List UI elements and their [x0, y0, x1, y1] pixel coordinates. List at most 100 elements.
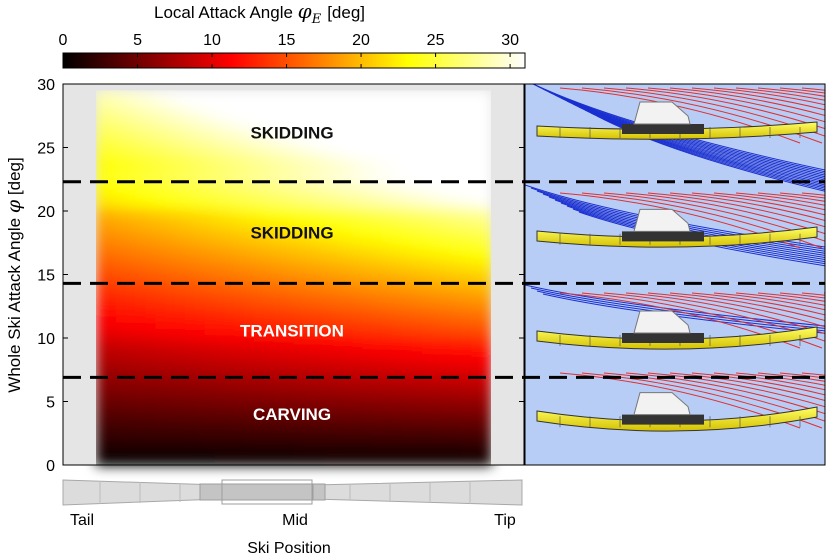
- heatmap-cell: [254, 377, 265, 385]
- heatmap-cell: [96, 233, 107, 242]
- heatmap-cell: [115, 202, 127, 210]
- heatmap-cell: [313, 208, 324, 217]
- heatmap-cell: [323, 252, 334, 260]
- heatmap-cell: [293, 421, 305, 429]
- heatmap-cell: [214, 452, 226, 460]
- heatmap-cell: [96, 121, 107, 129]
- heatmap-cell: [125, 346, 137, 354]
- heatmap-cell: [352, 308, 364, 316]
- heatmap-cell: [254, 190, 265, 198]
- heatmap-cell: [175, 340, 186, 348]
- heatmap-cell: [224, 452, 236, 460]
- heatmap-cell: [283, 215, 295, 223]
- heatmap-cell: [471, 146, 482, 154]
- heatmap-cell: [333, 152, 344, 160]
- heatmap-cell: [224, 415, 236, 423]
- heatmap-cell: [244, 346, 255, 354]
- heatmap-cell: [412, 221, 423, 229]
- heatmap-cell: [105, 233, 117, 242]
- heatmap-cell: [263, 340, 275, 348]
- heatmap-cell: [125, 290, 137, 298]
- heatmap-cell: [441, 371, 453, 379]
- heatmap-cell: [184, 165, 196, 173]
- heatmap-cell: [333, 134, 344, 142]
- heatmap-cell: [125, 296, 137, 304]
- heatmap-cell: [303, 140, 315, 148]
- heatmap-cell: [125, 127, 137, 135]
- heatmap-cell: [105, 446, 117, 454]
- heatmap-cell: [224, 127, 236, 135]
- heatmap-cell: [254, 321, 265, 329]
- heatmap-cell: [421, 308, 433, 316]
- heatmap-cell: [175, 146, 186, 154]
- heatmap-cell: [194, 165, 206, 173]
- heatmap-cell: [194, 202, 206, 210]
- heatmap-cell: [481, 402, 492, 410]
- heatmap-cell: [471, 340, 482, 348]
- heatmap-cell: [125, 421, 137, 429]
- heatmap-cell: [273, 159, 285, 167]
- heatmap-cell: [352, 321, 364, 329]
- heatmap-cell: [224, 190, 236, 198]
- heatmap-cell: [392, 227, 403, 235]
- heatmap-cell: [342, 308, 354, 316]
- heatmap-cell: [155, 152, 166, 160]
- heatmap-cell: [244, 233, 255, 242]
- heatmap-cell: [461, 221, 473, 229]
- heatmap-cell: [293, 271, 305, 279]
- heatmap-cell: [323, 134, 334, 142]
- heatmap-cell: [303, 90, 315, 98]
- heatmap-cell: [431, 358, 443, 366]
- heatmap-cell: [313, 327, 324, 335]
- heatmap-cell: [263, 277, 275, 285]
- heatmap-cell: [145, 283, 157, 291]
- heatmap-cell: [175, 152, 186, 160]
- heatmap-cell: [481, 221, 492, 229]
- heatmap-cell: [165, 333, 176, 341]
- heatmap-cell: [303, 115, 315, 123]
- heatmap-cell: [392, 433, 403, 441]
- heatmap-cell: [115, 258, 127, 266]
- heatmap-cell: [96, 115, 107, 123]
- heatmap-cell: [431, 277, 443, 285]
- heatmap-cell: [412, 383, 423, 391]
- heatmap-cell: [224, 396, 236, 404]
- heatmap-cell: [135, 458, 147, 466]
- heatmap-cell: [323, 302, 334, 310]
- heatmap-cell: [293, 90, 305, 98]
- heatmap-cell: [382, 302, 394, 310]
- heatmap-cell: [362, 433, 374, 441]
- streamline: [735, 192, 825, 206]
- heatmap-cell: [402, 377, 413, 385]
- heatmap-cell: [471, 377, 482, 385]
- heatmap-cell: [204, 152, 216, 160]
- heatmap-cell: [224, 96, 236, 104]
- heatmap-cell: [155, 146, 166, 154]
- heatmap-cell: [254, 277, 265, 285]
- heatmap-cell: [204, 240, 216, 248]
- heatmap-cell: [293, 140, 305, 148]
- heatmap-cell: [431, 421, 443, 429]
- heatmap-cell: [313, 171, 324, 179]
- heatmap-cell: [402, 427, 413, 435]
- heatmap-cell: [481, 396, 492, 404]
- heatmap-cell: [204, 427, 216, 435]
- heatmap-cell: [293, 265, 305, 273]
- heatmap-cell: [234, 321, 245, 329]
- heatmap-cell: [372, 134, 384, 142]
- heatmap-cell: [303, 346, 315, 354]
- heatmap-cell: [96, 402, 107, 410]
- heatmap-cell: [431, 109, 443, 117]
- heatmap-cell: [175, 215, 186, 223]
- heatmap-cell: [105, 127, 117, 135]
- heatmap-cell: [234, 184, 245, 192]
- heatmap-cell: [234, 396, 245, 404]
- heatmap-cell: [481, 265, 492, 273]
- heatmap-cell: [175, 283, 186, 291]
- heatmap-cell: [96, 302, 107, 310]
- heatmap-cell: [145, 127, 157, 135]
- heatmap-cell: [293, 240, 305, 248]
- heatmap-cell: [155, 333, 166, 341]
- heatmap-cell: [204, 96, 216, 104]
- heatmap-cell: [273, 415, 285, 423]
